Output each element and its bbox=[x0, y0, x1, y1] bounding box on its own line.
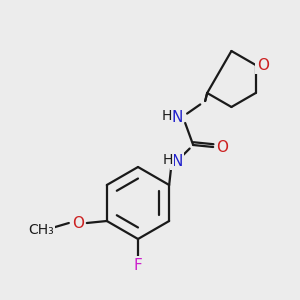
Text: N: N bbox=[172, 154, 183, 169]
Text: H: H bbox=[163, 153, 173, 167]
Text: N: N bbox=[172, 110, 183, 124]
Text: H: H bbox=[162, 109, 172, 123]
Text: CH₃: CH₃ bbox=[28, 223, 54, 237]
Text: F: F bbox=[134, 257, 142, 272]
Text: O: O bbox=[257, 58, 269, 73]
Text: O: O bbox=[72, 215, 84, 230]
Text: O: O bbox=[216, 140, 228, 154]
